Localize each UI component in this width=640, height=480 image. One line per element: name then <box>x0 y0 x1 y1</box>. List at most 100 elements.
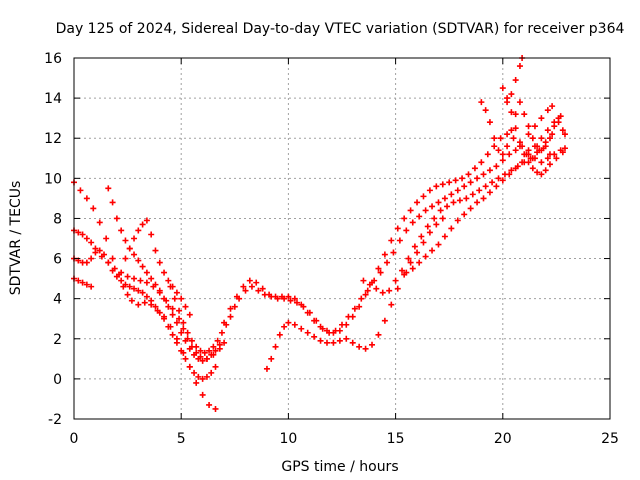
x-axis-label: GPS time / hours <box>281 459 398 475</box>
data-point-marker <box>435 199 442 206</box>
x-tick-label: 15 <box>387 431 405 447</box>
data-point-marker <box>156 259 163 266</box>
data-point-marker <box>240 283 247 290</box>
data-point-marker <box>139 263 146 270</box>
data-point-marker <box>124 273 131 280</box>
data-point-marker <box>405 255 412 262</box>
data-point-marker <box>272 343 279 350</box>
data-point-marker <box>165 323 172 330</box>
data-point-marker <box>298 301 305 308</box>
data-point-marker <box>287 297 294 304</box>
data-point-marker <box>349 339 356 346</box>
data-point-marker <box>118 269 125 276</box>
data-point-marker <box>131 275 138 282</box>
data-point-marker <box>551 123 558 130</box>
data-point-marker <box>495 147 502 154</box>
data-point-marker <box>227 313 234 320</box>
data-point-marker <box>330 339 337 346</box>
data-point-marker <box>83 235 90 242</box>
data-point-marker <box>156 287 163 294</box>
data-point-marker <box>79 279 86 286</box>
data-point-marker <box>201 349 208 356</box>
data-point-marker <box>377 269 384 276</box>
data-point-marker <box>268 355 275 362</box>
data-point-marker <box>561 145 568 152</box>
data-point-marker <box>381 251 388 258</box>
data-point-marker <box>512 125 519 132</box>
data-point-marker <box>433 183 440 190</box>
x-tick-label: 5 <box>177 431 186 447</box>
data-point-marker <box>259 285 266 292</box>
y-tick-label: 12 <box>44 131 62 147</box>
data-point-marker <box>122 255 129 262</box>
data-point-marker <box>216 341 223 348</box>
x-tick-label: 20 <box>494 431 512 447</box>
data-point-marker <box>521 151 528 158</box>
series-10 <box>360 145 566 296</box>
data-point-marker <box>444 203 451 210</box>
series-15 <box>525 103 556 138</box>
data-point-marker <box>88 283 95 290</box>
data-point-marker <box>433 221 440 228</box>
data-point-marker <box>411 243 418 250</box>
data-point-marker <box>521 111 528 118</box>
data-point-marker <box>373 285 380 292</box>
data-point-marker <box>454 217 461 224</box>
data-point-marker <box>96 219 103 226</box>
y-tick-label: 2 <box>53 332 62 348</box>
data-point-marker <box>231 303 238 310</box>
data-point-marker <box>506 151 513 158</box>
data-point-marker <box>437 207 444 214</box>
data-point-marker <box>407 207 414 214</box>
data-point-marker <box>456 197 463 204</box>
y-tick-label: 4 <box>53 292 62 308</box>
data-point-marker <box>467 179 474 186</box>
data-point-marker <box>90 205 97 212</box>
data-point-marker <box>435 241 442 248</box>
data-point-marker <box>161 295 168 302</box>
axis-ticks: 0 5 10 15 20 25 -2 0 2 4 6 8 10 12 14 16 <box>44 51 619 447</box>
data-point-marker <box>221 339 228 346</box>
data-point-marker <box>77 187 84 194</box>
data-point-marker <box>544 107 551 114</box>
data-point-marker <box>484 151 491 158</box>
data-point-marker <box>139 221 146 228</box>
data-point-marker <box>135 301 142 308</box>
data-point-marker <box>486 189 493 196</box>
data-point-marker <box>534 143 541 150</box>
data-point-marker <box>191 369 198 376</box>
data-point-marker <box>399 267 406 274</box>
data-point-marker <box>493 163 500 170</box>
data-point-marker <box>375 265 382 272</box>
data-point-marker <box>394 225 401 232</box>
data-point-marker <box>336 337 343 344</box>
data-point-marker <box>504 131 511 138</box>
data-point-marker <box>186 345 193 352</box>
data-point-marker <box>135 287 142 294</box>
data-point-marker <box>546 135 553 142</box>
data-point-marker <box>281 323 288 330</box>
data-point-marker <box>476 187 483 194</box>
data-point-marker <box>544 127 551 134</box>
data-point-marker <box>418 233 425 240</box>
data-point-marker <box>96 247 103 254</box>
data-point-marker <box>143 293 150 300</box>
data-point-marker <box>403 227 410 234</box>
data-point-marker <box>429 247 436 254</box>
data-point-marker <box>519 159 526 166</box>
data-point-marker <box>431 215 438 222</box>
data-point-marker <box>253 279 260 286</box>
data-point-marker <box>206 347 213 354</box>
data-point-marker <box>559 127 566 134</box>
data-point-marker <box>199 391 206 398</box>
plot-frame <box>73 57 611 420</box>
data-point-marker <box>199 357 206 364</box>
data-point-marker <box>266 291 273 298</box>
data-point-marker <box>426 229 433 236</box>
data-point-marker <box>255 287 262 294</box>
data-point-marker <box>83 195 90 202</box>
data-point-marker <box>534 169 541 176</box>
data-point-marker <box>188 337 195 344</box>
data-point-marker <box>416 213 423 220</box>
